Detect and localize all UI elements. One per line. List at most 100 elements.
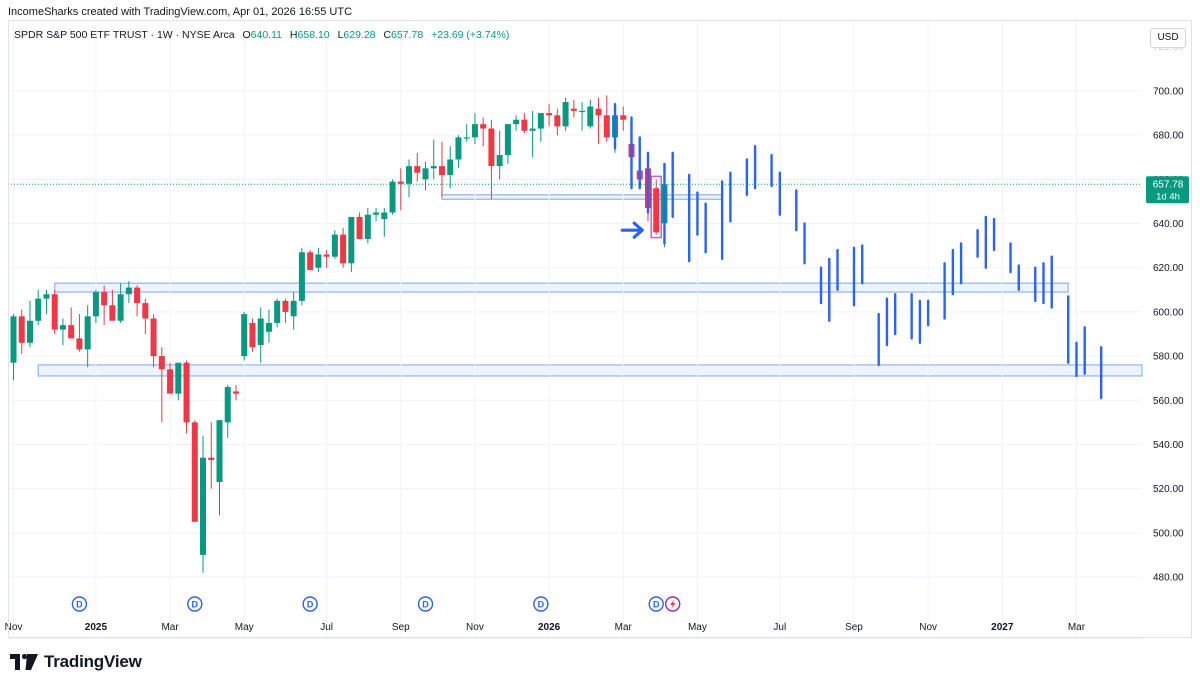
open-label: O	[242, 29, 251, 41]
candle-body	[422, 168, 429, 180]
candle-body	[117, 294, 124, 321]
candle	[488, 119, 495, 200]
tradingview-logo[interactable]: TradingView	[10, 652, 142, 672]
candle-body	[208, 457, 215, 460]
high-label: H	[289, 29, 298, 41]
candle-body	[521, 119, 528, 131]
zones-layer	[37, 194, 1143, 377]
candle	[200, 435, 207, 573]
high-value: 658.10	[297, 29, 330, 41]
currency-button[interactable]: USD	[1150, 28, 1186, 48]
candle-body	[59, 325, 66, 330]
dividend-marker: D	[417, 596, 434, 612]
dividend-label: D	[307, 600, 314, 610]
candle-body	[397, 181, 404, 184]
candle-body	[51, 294, 58, 330]
dividend-circle	[302, 596, 318, 612]
low-value: 629.28	[343, 29, 376, 41]
candle	[298, 247, 305, 306]
candle-body	[257, 318, 264, 346]
y-tick-label: 500.00	[1153, 528, 1184, 539]
candle	[323, 250, 330, 268]
x-tick-label: Mar	[161, 622, 179, 633]
candle	[315, 247, 322, 273]
candle	[348, 216, 355, 273]
candle-body	[101, 292, 108, 306]
candle-body	[315, 254, 322, 268]
candle	[463, 124, 470, 142]
candle-body	[68, 325, 75, 339]
candle	[265, 309, 272, 343]
projection-layer	[613, 103, 1103, 400]
candle-body	[191, 422, 198, 522]
candle	[208, 422, 215, 489]
candle	[134, 285, 141, 317]
candle	[603, 95, 610, 142]
y-tick-label: 680.00	[1153, 131, 1184, 142]
candle-body	[570, 108, 577, 111]
symbol-title[interactable]: SPDR S&P 500 ETF TRUST · 1W · NYSE Arca	[14, 29, 235, 41]
lightning-icon	[670, 599, 676, 609]
candle	[290, 292, 297, 330]
candle	[447, 146, 454, 189]
candle	[101, 285, 108, 326]
candle-body	[249, 322, 256, 348]
candle	[397, 168, 404, 211]
candle	[546, 104, 553, 127]
price-tag-value: 657.78	[1153, 179, 1184, 190]
candle	[471, 113, 478, 145]
candle-body	[142, 303, 149, 319]
y-tick-label: 480.00	[1153, 573, 1184, 584]
candle-body	[348, 216, 355, 264]
candles-layer	[10, 95, 668, 573]
candle	[480, 117, 487, 147]
candle	[150, 314, 157, 368]
candle-body	[216, 420, 223, 483]
candle	[554, 108, 561, 136]
x-tick-label: Sep	[845, 622, 863, 633]
candle-body	[76, 338, 83, 350]
x-tick-label: May	[235, 622, 254, 633]
candle	[307, 250, 314, 270]
candle	[331, 230, 338, 259]
highlight-box	[650, 175, 662, 239]
candle	[249, 318, 256, 352]
candle	[438, 141, 445, 198]
x-tick-label: Sep	[392, 622, 410, 633]
candle	[340, 227, 347, 268]
dividend-circle	[187, 596, 203, 612]
candle	[232, 384, 239, 401]
candle	[430, 139, 437, 180]
x-tick-label: May	[688, 622, 707, 633]
candle	[35, 289, 42, 326]
dividend-circle	[71, 596, 88, 612]
candle	[414, 152, 421, 182]
candle	[282, 298, 289, 323]
candle	[216, 420, 223, 516]
candle	[373, 208, 380, 222]
candle-body	[35, 298, 42, 321]
candle	[51, 289, 58, 334]
candle-body	[323, 254, 330, 257]
candle	[504, 124, 511, 164]
candle	[183, 360, 190, 434]
y-tick-label: 520.00	[1153, 484, 1184, 495]
dividend-marker: D	[302, 596, 318, 612]
x-tick-label: 2026	[538, 622, 561, 633]
candle	[595, 97, 602, 145]
candle-body	[356, 216, 363, 240]
dividend-circle	[648, 596, 664, 612]
candle-body	[241, 314, 248, 357]
y-tick-label: 700.00	[1153, 87, 1184, 98]
candle	[43, 289, 50, 315]
candle	[364, 208, 371, 244]
candle	[562, 97, 569, 131]
candle	[513, 115, 520, 131]
y-tick-label: 600.00	[1153, 307, 1184, 318]
candle	[381, 208, 388, 237]
ohlc-legend[interactable]: SPDR S&P 500 ETF TRUST · 1W · NYSE Arca …	[14, 29, 509, 41]
x-tick-label: Nov	[919, 622, 937, 633]
candle	[109, 289, 116, 321]
candle	[68, 307, 75, 339]
